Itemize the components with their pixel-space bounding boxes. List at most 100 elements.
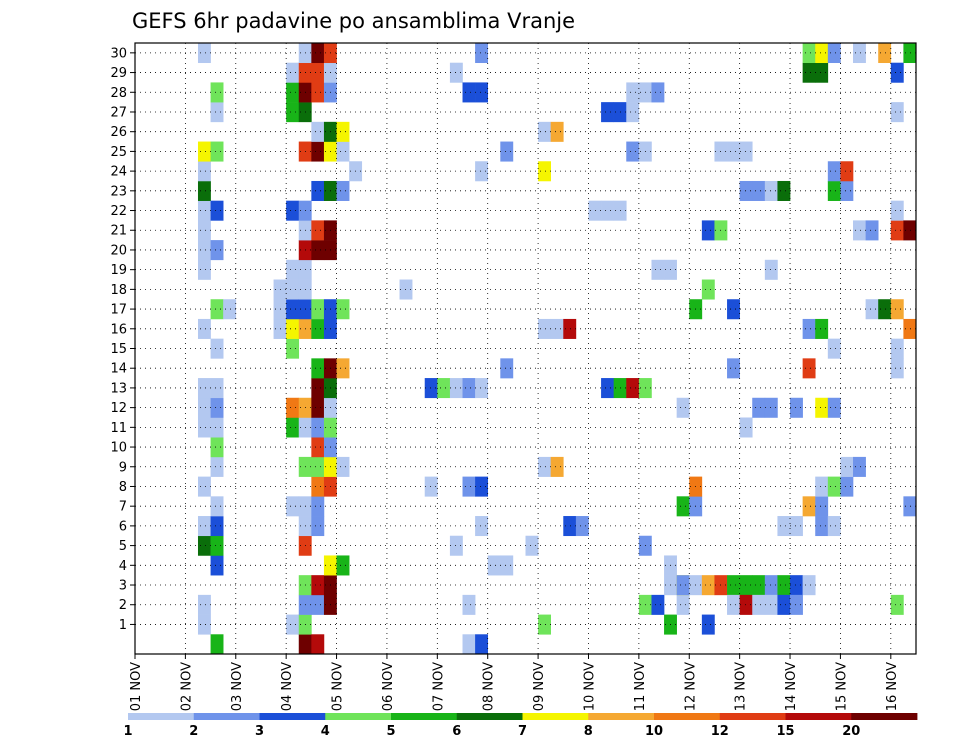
precip-cell xyxy=(462,476,476,497)
y-tick-label: 18 xyxy=(110,283,127,298)
x-tick-label: 10 NOV xyxy=(582,662,597,711)
precip-cell xyxy=(676,397,690,418)
precip-cell xyxy=(727,299,740,320)
precip-cell xyxy=(475,82,489,103)
precip-cell xyxy=(777,575,791,596)
precip-cell xyxy=(197,240,211,261)
precip-cell xyxy=(815,476,829,497)
precip-cell xyxy=(739,180,753,201)
precip-cell xyxy=(890,62,904,83)
precip-cell xyxy=(827,476,841,497)
precip-cell xyxy=(853,456,866,477)
y-tick-label: 8 xyxy=(119,480,127,495)
precip-cell xyxy=(626,378,640,399)
precip-cell xyxy=(727,575,740,596)
precip-cell xyxy=(815,62,829,83)
precip-cell xyxy=(701,279,715,300)
precip-cell xyxy=(197,417,211,438)
colorbar-label: 20 xyxy=(842,724,860,739)
precip-cell xyxy=(701,614,715,635)
precip-cell xyxy=(802,62,816,83)
precip-cell xyxy=(197,141,211,162)
precip-cell xyxy=(475,161,489,182)
precip-cell xyxy=(286,338,300,359)
colorbar: 1 2 3 4 5 6 7 8 10 12 15 20 xyxy=(123,713,918,739)
precip-cell xyxy=(790,594,803,615)
precip-cell xyxy=(475,378,489,399)
precip-cell xyxy=(626,82,640,103)
precip-cell xyxy=(575,516,589,537)
precip-cell xyxy=(764,594,778,615)
colorbar-swatch xyxy=(719,713,786,720)
precip-cell xyxy=(890,594,904,615)
precip-cell xyxy=(890,220,904,241)
colorbar-label: 5 xyxy=(386,724,395,739)
precip-cell xyxy=(197,378,211,399)
precip-cell xyxy=(853,220,866,241)
precip-cell xyxy=(676,575,690,596)
precip-cell xyxy=(286,496,300,517)
precip-cell xyxy=(651,594,665,615)
precip-cell xyxy=(286,299,300,320)
precip-cell xyxy=(311,437,325,458)
precip-cell xyxy=(701,575,715,596)
precip-cell xyxy=(840,476,854,497)
colorbar-swatch xyxy=(259,713,326,720)
precip-cell xyxy=(802,318,816,339)
precip-cell xyxy=(802,43,816,64)
colorbar-label: 12 xyxy=(711,724,729,739)
y-tick-label: 19 xyxy=(110,263,127,278)
x-tick-label: 15 NOV xyxy=(834,662,849,711)
precip-cell xyxy=(538,161,551,182)
precip-cell xyxy=(311,43,325,64)
precip-cell xyxy=(777,180,791,201)
precip-cell xyxy=(588,200,602,221)
precip-cell xyxy=(286,417,300,438)
y-tick-label: 4 xyxy=(119,559,127,574)
x-tick-label: 02 NOV xyxy=(179,662,194,711)
precip-cell xyxy=(210,634,224,655)
precip-cell xyxy=(311,397,325,418)
precip-cell xyxy=(311,318,325,339)
precip-cell xyxy=(449,535,463,556)
gridlines xyxy=(135,43,916,654)
colorbar-label: 4 xyxy=(321,724,330,739)
precip-cell xyxy=(462,378,476,399)
precip-cell xyxy=(487,555,501,576)
y-tick-label: 6 xyxy=(119,519,127,534)
precip-cell xyxy=(865,299,879,320)
y-tick-label: 26 xyxy=(110,125,127,140)
precip-cell xyxy=(538,614,551,635)
y-tick-label: 16 xyxy=(110,322,127,337)
precip-cell xyxy=(286,397,300,418)
precip-cell xyxy=(878,299,892,320)
precip-cell xyxy=(538,318,551,339)
y-tick-label: 7 xyxy=(119,500,127,515)
precip-cell xyxy=(197,43,211,64)
precip-cell xyxy=(903,220,917,241)
colorbar-swatch xyxy=(193,713,260,720)
x-tick-label: 08 NOV xyxy=(482,662,497,711)
precip-cell xyxy=(210,417,224,438)
precip-cell xyxy=(210,437,224,458)
precip-cell xyxy=(424,378,438,399)
x-tick-label: 05 NOV xyxy=(331,662,346,711)
precip-cell xyxy=(223,299,237,320)
precip-cell xyxy=(210,82,224,103)
colorbar-label: 1 xyxy=(123,724,132,739)
precip-cell xyxy=(626,141,640,162)
precip-cell xyxy=(462,594,476,615)
precip-cell xyxy=(437,378,451,399)
precip-cell xyxy=(563,318,577,339)
x-axis-ticks: 01 NOV 02 NOV 03 NOV 04 NOV 05 NOV 06 NOV 07 N… xyxy=(129,654,900,711)
precip-cell xyxy=(890,299,904,320)
precip-cell xyxy=(336,180,350,201)
precip-cell xyxy=(550,456,564,477)
precip-cell xyxy=(815,397,829,418)
y-tick-label: 27 xyxy=(110,105,127,120)
precip-cell xyxy=(840,456,854,477)
precip-cell xyxy=(701,220,715,241)
precip-cell xyxy=(286,62,300,83)
precip-cell xyxy=(197,318,211,339)
heatmap-cells xyxy=(197,43,917,655)
